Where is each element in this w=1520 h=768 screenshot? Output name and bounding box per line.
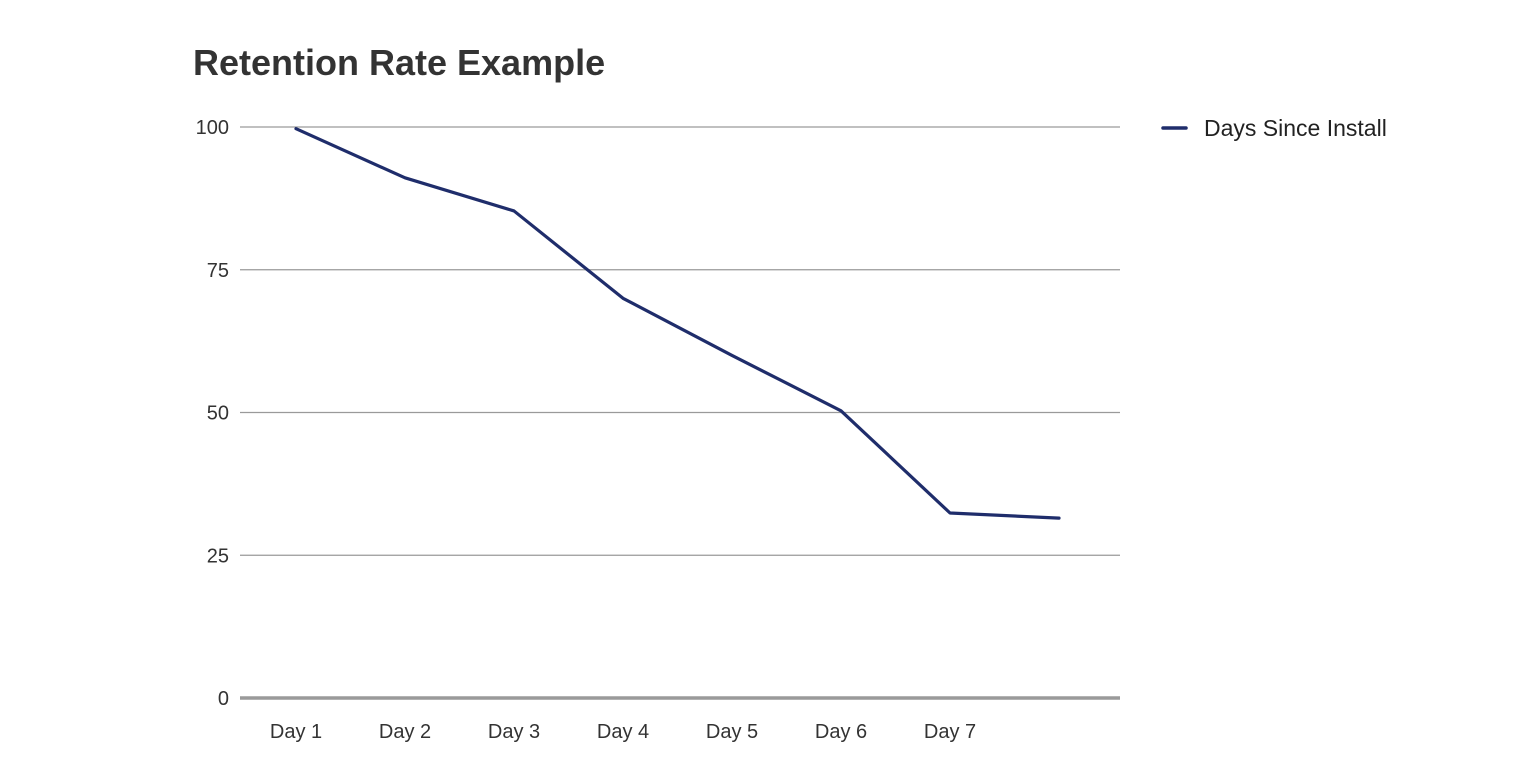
series-line-0 — [294, 127, 1061, 520]
y-tick-label: 100 — [196, 117, 229, 139]
x-tick-label: Day 7 — [924, 721, 976, 743]
x-tick-label: Day 6 — [815, 721, 867, 743]
legend: Days Since Install — [1161, 115, 1387, 141]
x-tick-label: Day 3 — [488, 721, 540, 743]
x-tick-label: Day 1 — [270, 721, 322, 743]
legend-label: Days Since Install — [1204, 115, 1387, 141]
gridlines — [240, 126, 1120, 700]
x-tick-label: Day 4 — [597, 721, 649, 743]
chart-title: Retention Rate Example — [193, 42, 605, 83]
y-tick-label: 0 — [218, 688, 229, 710]
x-tick-label: Day 2 — [379, 721, 431, 743]
x-tick-label: Day 5 — [706, 721, 758, 743]
y-tick-label: 75 — [207, 260, 229, 282]
y-tick-label: 50 — [207, 403, 229, 425]
y-tick-label: 25 — [207, 545, 229, 567]
y-axis-tick-labels: 0 25 50 75 100 — [196, 117, 229, 710]
x-axis-tick-labels: Day 1 Day 2 Day 3 Day 4 Day 5 Day 6 Day 7 — [270, 721, 976, 743]
series-lines — [294, 127, 1061, 520]
